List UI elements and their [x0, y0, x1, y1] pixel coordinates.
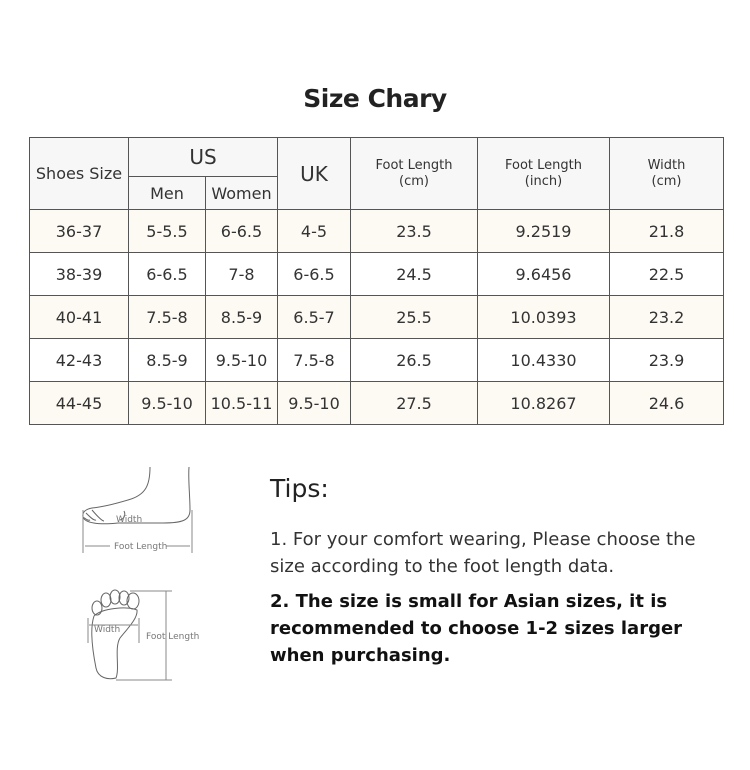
cell-us-women: 8.5-9 — [205, 295, 278, 339]
table-row: 38-39 6-6.5 7-8 6-6.5 24.5 9.6456 22.5 — [29, 252, 724, 296]
cell-uk: 6.5-7 — [277, 295, 351, 339]
cell-width-cm: 23.9 — [609, 338, 724, 382]
cell-foot-length-cm: 24.5 — [350, 252, 478, 296]
side-length-label: Foot Length — [114, 542, 167, 552]
table-row: 36-37 5-5.5 6-6.5 4-5 23.5 9.2519 21.8 — [29, 209, 724, 253]
cell-us-women: 9.5-10 — [205, 338, 278, 382]
cell-width-cm: 21.8 — [609, 209, 724, 253]
cell-foot-length-cm: 23.5 — [350, 209, 478, 253]
cell-uk: 9.5-10 — [277, 381, 351, 425]
cell-us-women: 6-6.5 — [205, 209, 278, 253]
table-row: 44-45 9.5-10 10.5-11 9.5-10 27.5 10.8267 24.6 — [29, 381, 724, 425]
header-shoes-size: Shoes Size — [29, 137, 129, 210]
cell-uk: 4-5 — [277, 209, 351, 253]
cell-shoes-size: 44-45 — [29, 381, 129, 425]
side-foot-diagram: Width Foot Length — [82, 466, 193, 553]
cell-width-cm: 24.6 — [609, 381, 724, 425]
cell-foot-length-cm: 27.5 — [350, 381, 478, 425]
cell-foot-length-inch: 10.4330 — [477, 338, 610, 382]
header-us: US — [128, 137, 278, 177]
cell-shoes-size: 36-37 — [29, 209, 129, 253]
header-width-cm: Width (cm) — [609, 137, 724, 210]
header-women: Women — [205, 176, 278, 210]
page-title: Size Chary — [303, 84, 447, 113]
sole-foot-diagram: Width Foot Length — [87, 589, 199, 681]
sole-length-label: Foot Length — [146, 632, 199, 642]
cell-foot-length-inch: 9.6456 — [477, 252, 610, 296]
cell-shoes-size: 38-39 — [29, 252, 129, 296]
cell-foot-length-inch: 10.0393 — [477, 295, 610, 339]
table-row: 40-41 7.5-8 8.5-9 6.5-7 25.5 10.0393 23.2 — [29, 295, 724, 339]
cell-us-women: 10.5-11 — [205, 381, 278, 425]
cell-uk: 7.5-8 — [277, 338, 351, 382]
cell-foot-length-inch: 9.2519 — [477, 209, 610, 253]
cell-us-men: 8.5-9 — [128, 338, 206, 382]
header-foot-length-cm: Foot Length (cm) — [350, 137, 478, 210]
cell-us-women: 7-8 — [205, 252, 278, 296]
tip-2: 2. The size is small for Asian sizes, it… — [270, 591, 683, 666]
tips-heading: Tips: — [270, 474, 329, 503]
cell-foot-length-inch: 10.8267 — [477, 381, 610, 425]
tip-1: 1. For your comfort wearing, Please choo… — [270, 529, 696, 577]
sole-width-label: Width — [94, 625, 120, 635]
cell-shoes-size: 42-43 — [29, 338, 129, 382]
side-width-label: Width — [116, 515, 142, 525]
cell-foot-length-cm: 25.5 — [350, 295, 478, 339]
cell-us-men: 7.5-8 — [128, 295, 206, 339]
cell-uk: 6-6.5 — [277, 252, 351, 296]
cell-us-men: 9.5-10 — [128, 381, 206, 425]
cell-width-cm: 23.2 — [609, 295, 724, 339]
header-foot-length-inch: Foot Length (inch) — [477, 137, 610, 210]
cell-width-cm: 22.5 — [609, 252, 724, 296]
cell-foot-length-cm: 26.5 — [350, 338, 478, 382]
header-men: Men — [128, 176, 206, 210]
header-uk: UK — [277, 137, 351, 210]
table-row: 42-43 8.5-9 9.5-10 7.5-8 26.5 10.4330 23.9 — [29, 338, 724, 382]
size-table: Shoes Size US UK Foot Length (cm) Foot Le… — [29, 137, 724, 425]
cell-us-men: 5-5.5 — [128, 209, 206, 253]
cell-us-men: 6-6.5 — [128, 252, 206, 296]
cell-shoes-size: 40-41 — [29, 295, 129, 339]
